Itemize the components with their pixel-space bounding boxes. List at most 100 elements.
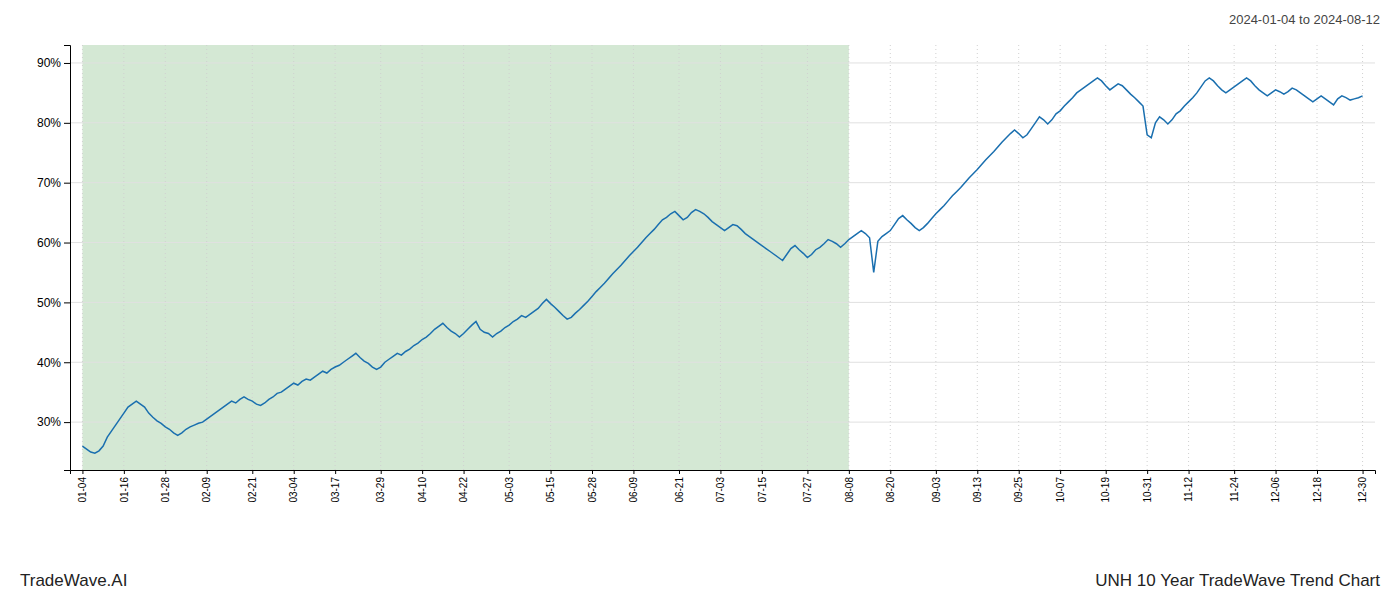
tick-mark xyxy=(64,183,70,184)
tick-mark xyxy=(1019,470,1020,474)
grid-line xyxy=(70,122,1375,123)
grid-line xyxy=(70,422,1375,423)
tick-label: 03-17 xyxy=(330,477,341,503)
tick-label: 12-30 xyxy=(1357,477,1368,503)
tick-mark xyxy=(64,302,70,303)
tick-label: 09-03 xyxy=(931,477,942,503)
tick-label: 07-27 xyxy=(802,477,813,503)
tick-label: 04-10 xyxy=(417,477,428,503)
tick-label: 12-06 xyxy=(1270,477,1281,503)
tick-label: 10-07 xyxy=(1055,477,1066,503)
grid-line xyxy=(70,302,1375,303)
grid-line xyxy=(1234,45,1235,470)
tick: 04-10 xyxy=(417,470,428,503)
tick-mark xyxy=(1317,470,1318,474)
grid-line xyxy=(550,45,551,470)
grid-line xyxy=(1317,45,1318,470)
tick-mark xyxy=(64,243,70,244)
tick-mark xyxy=(294,470,295,474)
tick-mark xyxy=(1363,470,1364,474)
grid-line xyxy=(380,45,381,470)
tick-label: 40% xyxy=(37,356,61,370)
tick-mark xyxy=(720,470,721,474)
grid-line xyxy=(977,45,978,470)
tick-mark xyxy=(849,470,850,474)
grid-line xyxy=(422,45,423,470)
tick-mark xyxy=(936,470,937,474)
grid-line xyxy=(1275,45,1276,470)
tick-label: 05-03 xyxy=(504,477,515,503)
tick: 70% xyxy=(37,176,70,190)
tick: 03-29 xyxy=(375,470,386,503)
tick: 90% xyxy=(37,56,70,70)
grid-line xyxy=(70,242,1375,243)
grid-line xyxy=(1188,45,1189,470)
title: UNH 10 Year TradeWave Trend Chart xyxy=(1095,571,1380,590)
tick-label: 02-21 xyxy=(247,477,258,503)
tick-label: 09-25 xyxy=(1013,477,1024,503)
tick: 80% xyxy=(37,116,70,130)
tick: 08-20 xyxy=(885,470,896,503)
tick: 12-06 xyxy=(1270,470,1281,503)
grid-line xyxy=(848,45,849,470)
grid-line xyxy=(509,45,510,470)
tick-mark xyxy=(64,63,70,64)
grid-line xyxy=(1105,45,1106,470)
tick: 06-21 xyxy=(674,470,685,503)
tick-label: 01-04 xyxy=(77,477,88,503)
tick-mark xyxy=(509,470,510,474)
tick-mark xyxy=(592,470,593,474)
grid-line xyxy=(463,45,464,470)
grid-line xyxy=(70,62,1375,63)
tick-label: 03-04 xyxy=(288,477,299,503)
tick: 06-09 xyxy=(628,470,639,503)
grid-line xyxy=(890,45,891,470)
tick-label: 04-22 xyxy=(458,477,469,503)
tick-mark xyxy=(551,470,552,474)
grid-line xyxy=(335,45,336,470)
grid-line xyxy=(1060,45,1061,470)
grid-line xyxy=(206,45,207,470)
grid-line xyxy=(1018,45,1019,470)
tick-mark xyxy=(335,470,336,474)
grid-line xyxy=(935,45,936,470)
tick: 10-19 xyxy=(1100,470,1111,503)
x-axis: 01-04 01-16 01-28 02-09 02-21 03-04 03-17 03-29… xyxy=(71,470,1376,503)
tick: 09-25 xyxy=(1013,470,1024,503)
tick-mark xyxy=(464,470,465,474)
tick: 50% xyxy=(37,296,70,310)
tick-mark xyxy=(381,470,382,474)
tick-label: 01-16 xyxy=(119,477,130,503)
tick-mark xyxy=(633,470,634,474)
tick: 12-18 xyxy=(1312,470,1323,503)
tick-mark xyxy=(165,470,166,474)
tick-label: 01-28 xyxy=(160,477,171,503)
tick-label: 10-19 xyxy=(1100,477,1111,503)
plot-area xyxy=(70,45,1375,470)
tick-mark xyxy=(64,123,70,124)
tick-label: 05-28 xyxy=(587,477,598,503)
tick-mark xyxy=(124,470,125,474)
tick: 04-22 xyxy=(458,470,469,503)
tick-mark xyxy=(1060,470,1061,474)
tick-label: 11-12 xyxy=(1183,477,1194,502)
tick: 01-28 xyxy=(160,470,171,503)
tick: 07-27 xyxy=(802,470,813,503)
tick-mark xyxy=(252,470,253,474)
tick-label: 06-21 xyxy=(674,477,685,503)
tick: 02-09 xyxy=(201,470,212,503)
tick-label: 10-31 xyxy=(1142,477,1153,503)
tick-label: 08-20 xyxy=(885,477,896,503)
tick-label: 70% xyxy=(37,176,61,190)
tick-mark xyxy=(422,470,423,474)
tick-label: 09-13 xyxy=(972,477,983,503)
grid-line xyxy=(82,45,83,470)
tick: 01-04 xyxy=(77,470,88,503)
subtitle: 2024-01-04 to 2024-08-12 xyxy=(1229,12,1380,27)
chart: 01-04 01-16 01-28 02-09 02-21 03-04 03-17 03-29… xyxy=(0,0,1400,600)
tick: 01-16 xyxy=(119,470,130,503)
tick-mark xyxy=(1189,470,1190,474)
tick-mark xyxy=(1106,470,1107,474)
tick: 05-03 xyxy=(504,470,515,503)
tick: 03-04 xyxy=(288,470,299,503)
